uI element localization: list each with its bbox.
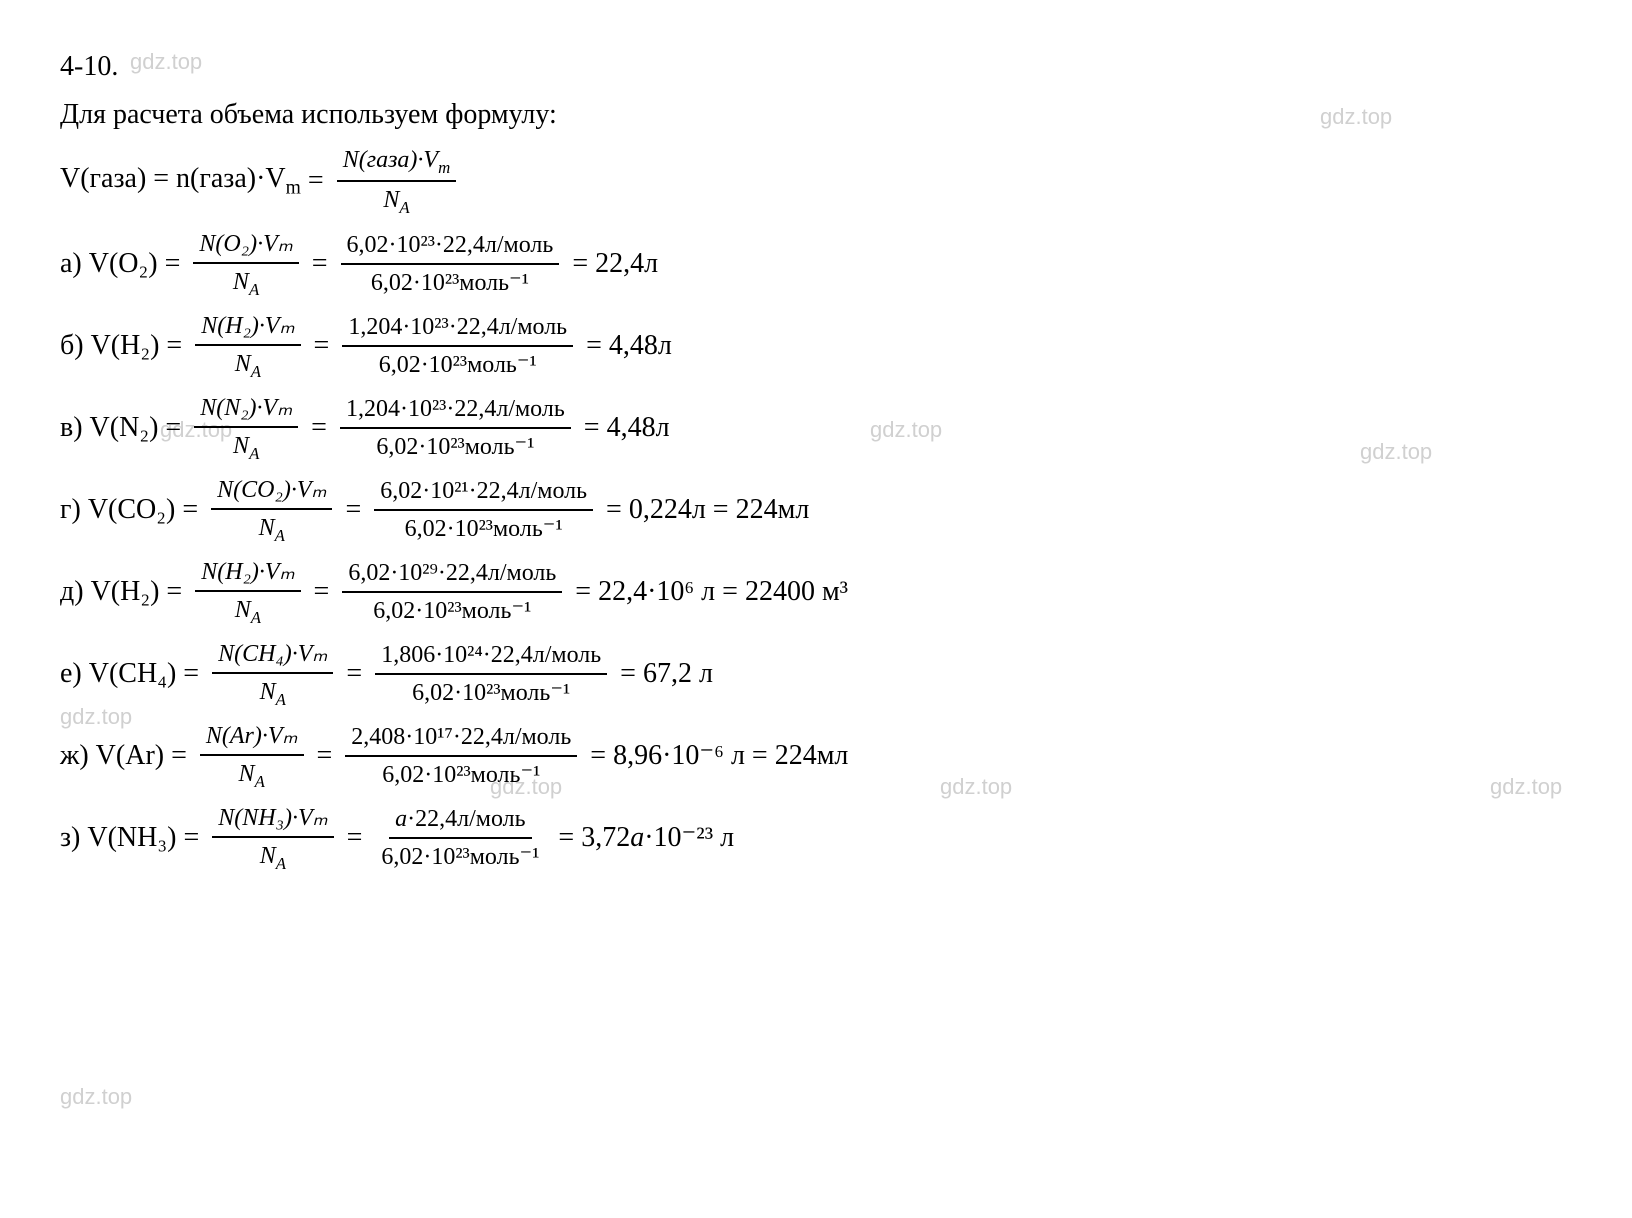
- frac-den: NA: [227, 264, 265, 302]
- row-result: = 4,48л: [579, 325, 672, 367]
- formula-row: г) V(CO₂) = N(CO₂)·VₘNA = 6,02·10²¹·22,4…: [60, 472, 1572, 548]
- frac-num: 1,204·10²³·22,4л/моль: [342, 309, 573, 347]
- row-letter: д): [60, 571, 91, 613]
- row-letter: в): [60, 407, 90, 449]
- frac-den: 6,02·10²³моль⁻¹: [376, 757, 546, 793]
- equals: =: [307, 571, 337, 613]
- frac-den: NA: [233, 756, 271, 794]
- fraction-symbolic: N(NH₃)·VₘNA: [212, 800, 333, 876]
- gf-den: NA: [377, 182, 415, 220]
- frac-den: NA: [227, 428, 265, 466]
- frac-num: N(H₂)·Vₘ: [195, 308, 300, 346]
- row-result: = 22,4·10⁶ л = 22400 м³: [568, 571, 848, 613]
- problem-number: 4-10.: [60, 46, 1572, 88]
- row-lhs: V(H₂) =: [91, 325, 190, 367]
- fraction-symbolic: N(Ar)·VₘNA: [200, 718, 304, 794]
- row-lhs: V(CO₂) =: [88, 489, 205, 531]
- fraction-symbolic: N(H₂)·VₘNA: [195, 308, 300, 384]
- equals: =: [310, 735, 340, 777]
- gf-num: N(газа)·Vm: [337, 142, 457, 182]
- frac-den: 6,02·10²³моль⁻¹: [399, 511, 569, 547]
- row-result: = 8,96·10⁻⁶ л = 224мл: [583, 735, 848, 777]
- row-lhs: V(H₂) =: [91, 571, 190, 613]
- number-text: 4-10.: [60, 46, 118, 88]
- row-result: = 67,2 л: [613, 653, 713, 695]
- frac-num: N(NH₃)·Vₘ: [212, 800, 333, 838]
- gf-lhs: V(газа) = n(газа)·Vm: [60, 158, 301, 203]
- frac-den: NA: [254, 838, 292, 876]
- frac-num: 6,02·10²¹·22,4л/моль: [374, 473, 593, 511]
- fraction-numeric: 1,204·10²³·22,4л/моль6,02·10²³моль⁻¹: [342, 309, 573, 383]
- equals: =: [305, 243, 335, 285]
- row-letter: е): [60, 653, 89, 695]
- frac-den: 6,02·10²³моль⁻¹: [370, 429, 540, 465]
- intro-line: Для расчета объема используем формулу:: [60, 94, 1572, 136]
- gf-fraction: N(газа)·Vm NA: [337, 142, 457, 220]
- formula-row: ж) V(Ar) = N(Ar)·VₘNA = 2,408·10¹⁷·22,4л…: [60, 718, 1572, 794]
- row-lhs: V(CH₄) =: [89, 653, 206, 695]
- formula-row: д) V(H₂) = N(H₂)·VₘNA = 6,02·10²⁹·22,4л/…: [60, 554, 1572, 630]
- frac-num: 6,02·10²⁹·22,4л/моль: [342, 555, 562, 593]
- formula-row: б) V(H₂) = N(H₂)·VₘNA = 1,204·10²³·22,4л…: [60, 308, 1572, 384]
- equals: =: [338, 489, 368, 531]
- frac-num: N(Ar)·Vₘ: [200, 718, 304, 756]
- fraction-numeric: a·22,4л/моль6,02·10²³моль⁻¹: [375, 801, 545, 875]
- equals: =: [304, 407, 334, 449]
- frac-den: NA: [253, 510, 291, 548]
- watermark: gdz.top: [60, 1080, 132, 1113]
- frac-num: 2,408·10¹⁷·22,4л/моль: [345, 719, 577, 757]
- fraction-symbolic: N(CO₂)·VₘNA: [211, 472, 332, 548]
- intro-text: Для расчета объема используем формулу:: [60, 94, 557, 136]
- row-letter: з): [60, 817, 87, 859]
- row-result: = 4,48л: [577, 407, 670, 449]
- general-formula: V(газа) = n(газа)·Vm = N(газа)·Vm NA: [60, 142, 1572, 220]
- row-lhs: V(O₂) =: [89, 243, 188, 285]
- frac-den: 6,02·10²³моль⁻¹: [365, 265, 535, 301]
- frac-num: N(CO₂)·Vₘ: [211, 472, 332, 510]
- frac-num: N(O₂)·Vₘ: [193, 226, 298, 264]
- fraction-numeric: 6,02·10²¹·22,4л/моль6,02·10²³моль⁻¹: [374, 473, 593, 547]
- equals: =: [339, 653, 369, 695]
- row-lhs: V(NH₃) =: [87, 817, 206, 859]
- frac-num: 6,02·10²³·22,4л/моль: [341, 227, 560, 265]
- fraction-numeric: 1,806·10²⁴·22,4л/моль6,02·10²³моль⁻¹: [375, 637, 607, 711]
- formula-row: а) V(O₂) = N(O₂)·VₘNA = 6,02·10²³·22,4л/…: [60, 226, 1572, 302]
- equals: =: [307, 325, 337, 367]
- fraction-numeric: 6,02·10²³·22,4л/моль6,02·10²³моль⁻¹: [341, 227, 560, 301]
- row-lhs: V(N₂) =: [90, 407, 189, 449]
- fraction-symbolic: N(CH₄)·VₘNA: [212, 636, 333, 712]
- frac-den: NA: [229, 346, 267, 384]
- row-result: = 3,72a·10⁻²³ л: [551, 817, 734, 859]
- frac-num: N(H₂)·Vₘ: [195, 554, 300, 592]
- gf-eq: =: [301, 160, 331, 202]
- row-result: = 22,4л: [565, 243, 658, 285]
- formula-row: е) V(CH₄) = N(CH₄)·VₘNA = 1,806·10²⁴·22,…: [60, 636, 1572, 712]
- fraction-numeric: 1,204·10²³·22,4л/моль6,02·10²³моль⁻¹: [340, 391, 571, 465]
- row-letter: б): [60, 325, 91, 367]
- frac-den: NA: [229, 592, 267, 630]
- frac-num: N(N₂)·Vₘ: [194, 390, 298, 428]
- frac-num: 1,204·10²³·22,4л/моль: [340, 391, 571, 429]
- equals: =: [340, 817, 370, 859]
- row-result: = 0,224л = 224мл: [599, 489, 809, 531]
- frac-den: 6,02·10²³моль⁻¹: [406, 675, 576, 711]
- fraction-symbolic: N(H₂)·VₘNA: [195, 554, 300, 630]
- frac-num: 1,806·10²⁴·22,4л/моль: [375, 637, 607, 675]
- frac-den: NA: [254, 674, 292, 712]
- formula-row: з) V(NH₃) = N(NH₃)·VₘNA = a·22,4л/моль6,…: [60, 800, 1572, 876]
- row-lhs: V(Ar) =: [96, 735, 194, 777]
- row-letter: ж): [60, 735, 96, 777]
- fraction-numeric: 2,408·10¹⁷·22,4л/моль6,02·10²³моль⁻¹: [345, 719, 577, 793]
- frac-den: 6,02·10²³моль⁻¹: [367, 593, 537, 629]
- fraction-symbolic: N(O₂)·VₘNA: [193, 226, 298, 302]
- fraction-symbolic: N(N₂)·VₘNA: [194, 390, 298, 466]
- formula-row: в) V(N₂) = N(N₂)·VₘNA = 1,204·10²³·22,4л…: [60, 390, 1572, 466]
- frac-den: 6,02·10²³моль⁻¹: [373, 347, 543, 383]
- fraction-numeric: 6,02·10²⁹·22,4л/моль6,02·10²³моль⁻¹: [342, 555, 562, 629]
- row-letter: г): [60, 489, 88, 531]
- row-letter: а): [60, 243, 89, 285]
- frac-den: 6,02·10²³моль⁻¹: [375, 839, 545, 875]
- frac-num: a·22,4л/моль: [389, 801, 531, 839]
- frac-num: N(CH₄)·Vₘ: [212, 636, 333, 674]
